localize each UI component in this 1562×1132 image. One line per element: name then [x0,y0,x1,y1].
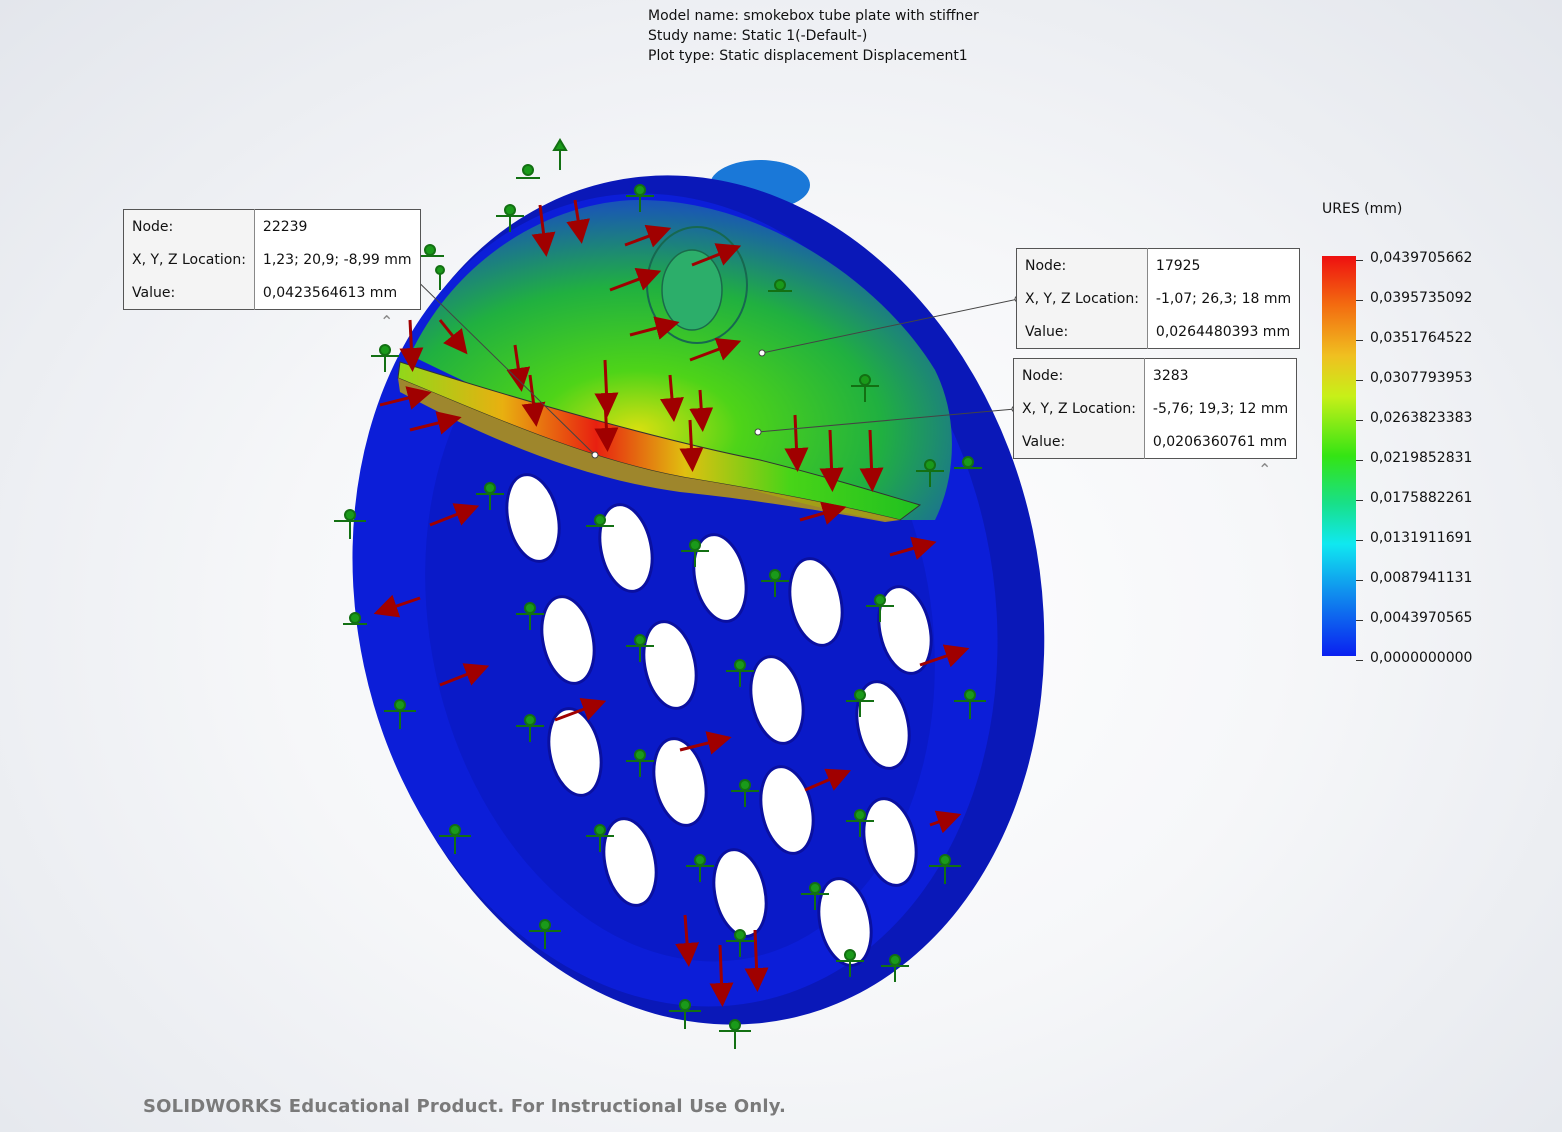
legend-tick-label: 0,0219852831 [1370,450,1473,466]
legend-tick-label: 0,0131911691 [1370,530,1473,546]
probe-displacement-value: 0,0264480393 mm [1155,323,1291,340]
probe-callout-1[interactable]: Node: 22239 X, Y, Z Location: 1,23; 20,9; … [123,209,421,310]
probe-location-label: X, Y, Z Location: [1013,392,1145,425]
probe-node-value: 17925 [1155,257,1201,274]
probe-callout-3[interactable]: Node: 3283 X, Y, Z Location: -5,76; 19,3; … [1013,358,1298,459]
legend-tick [1356,380,1363,381]
probe-location-value: -5,76; 19,3; 12 mm [1152,400,1289,417]
probe-callout-2[interactable]: Node: 17925 X, Y, Z Location: -1,07; 26,3;… [1016,248,1301,349]
probe-node-value: 22239 [262,218,308,235]
legend-tick [1356,660,1363,661]
legend-tick-label: 0,0043970565 [1370,610,1473,626]
legend-color-bar [1322,256,1356,656]
legend-tick [1356,340,1363,341]
probe-location-label: X, Y, Z Location: [1016,282,1148,315]
probe-displacement-value: 0,0206360761 mm [1152,433,1288,450]
probe-value-label: Value: [123,276,255,310]
watermark: SOLIDWORKS Educational Product. For Inst… [143,1096,787,1117]
probe-location-label: X, Y, Z Location: [123,243,255,276]
probe-value-label: Value: [1016,315,1148,349]
legend-tick [1356,540,1363,541]
probe-displacement-value: 0,0423564613 mm [262,284,398,301]
legend-tick [1356,460,1363,461]
legend-tick [1356,620,1363,621]
chevron-up-icon[interactable]: ⌃ [380,312,394,331]
study-name: Study name: Static 1(-Default-) [648,28,868,44]
probe-location-value: 1,23; 20,9; -8,99 mm [262,251,412,268]
legend-tick [1356,580,1363,581]
legend-tick-label: 0,0351764522 [1370,330,1473,346]
probe-node-label: Node: [1013,358,1145,392]
force-arrows [373,199,970,1007]
probe-node-label: Node: [1016,248,1148,282]
dome-region [410,200,952,520]
legend-tick-label: 0,0395735092 [1370,290,1473,306]
chevron-up-icon[interactable]: ⌃ [1258,460,1272,479]
probe-location-value: -1,07; 26,3; 18 mm [1155,290,1292,307]
probe-node-value: 3283 [1152,367,1189,384]
probe-node-label: Node: [123,209,255,243]
plot-type: Plot type: Static displacement Displacem… [648,48,968,64]
nozzle-bore [661,249,723,331]
model-name: Model name: smokebox tube plate with sti… [648,8,979,24]
fixture-symbols [334,138,986,1049]
legend-tick-label: 0,0087941131 [1370,570,1473,586]
legend-tick-label: 0,0439705662 [1370,250,1473,266]
legend-tick-label: 0,0307793953 [1370,370,1473,386]
legend-tick-label: 0,0175882261 [1370,490,1473,506]
legend-tick [1356,420,1363,421]
legend-tick-label: 0,0263823383 [1370,410,1473,426]
probe-value-label: Value: [1013,425,1145,459]
legend-tick [1356,300,1363,301]
legend-tick-label: 0,0000000000 [1370,650,1473,666]
plot-header: Model name: smokebox tube plate with sti… [648,6,979,66]
legend-tick [1356,500,1363,501]
legend-tick [1356,260,1363,261]
legend-title: URES (mm) [1322,201,1403,217]
